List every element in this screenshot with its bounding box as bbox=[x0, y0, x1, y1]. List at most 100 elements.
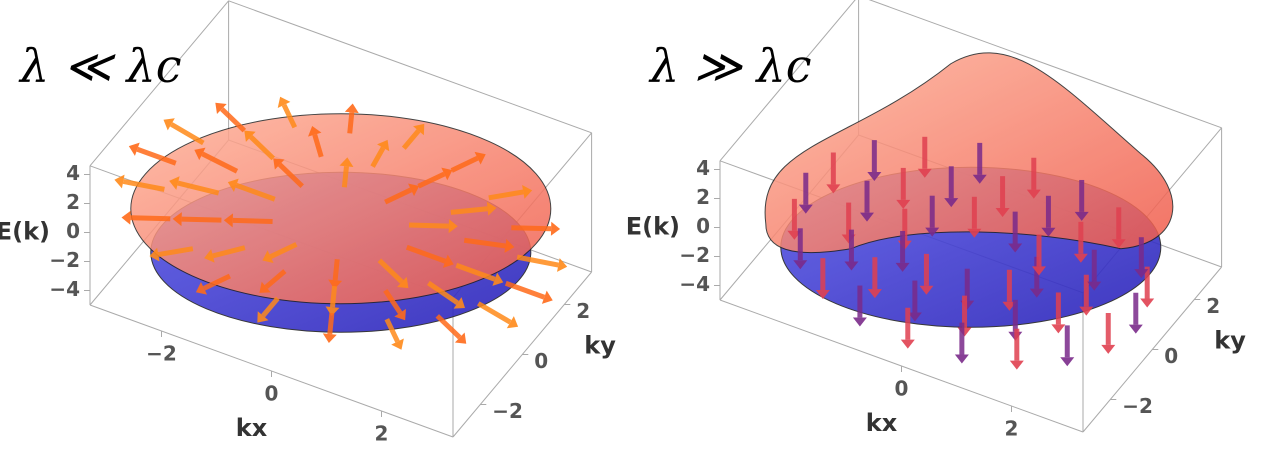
spin-arrow-head bbox=[325, 306, 340, 317]
spin-arrow bbox=[170, 122, 205, 146]
spin-arrow bbox=[347, 112, 355, 134]
spin-arrow-head bbox=[227, 178, 239, 192]
spin-arrow-head bbox=[1087, 281, 1102, 291]
z-tick-label: −4 bbox=[49, 277, 80, 301]
spin-arrow-head bbox=[900, 339, 915, 349]
y-tick-label: 2 bbox=[1206, 294, 1220, 318]
z-axis-label: E(k) bbox=[626, 213, 680, 241]
spin-arrow-head bbox=[441, 167, 453, 181]
spin-arrow bbox=[370, 146, 386, 168]
spin-arrow bbox=[327, 312, 335, 335]
spin-arrow-head bbox=[954, 354, 969, 364]
spin-arrow-head bbox=[917, 168, 932, 178]
spin-arrow bbox=[177, 180, 220, 196]
x-tick-label: 2 bbox=[1005, 417, 1019, 441]
spin-arrow-head bbox=[194, 147, 206, 161]
spin-arrow-head bbox=[1009, 360, 1024, 370]
spin-arrow-head bbox=[1128, 324, 1143, 334]
spin-arrow bbox=[455, 262, 496, 282]
y-tick-label: 0 bbox=[1164, 344, 1178, 368]
spin-arrow-head bbox=[826, 184, 841, 194]
z-tick-label: 4 bbox=[696, 156, 710, 180]
spin-arrow-head bbox=[1101, 344, 1116, 354]
spin-arrow bbox=[157, 246, 194, 258]
spin-arrow-head bbox=[895, 262, 910, 272]
spin-arrow-head bbox=[195, 282, 208, 295]
spin-arrow-head bbox=[1008, 243, 1023, 253]
spin-arrow-head bbox=[541, 290, 553, 304]
spin-arrow-head bbox=[1111, 239, 1126, 249]
z-tick-label: −2 bbox=[679, 243, 710, 267]
spin-arrow-head bbox=[391, 338, 404, 350]
z-axis-label: E(k) bbox=[0, 218, 50, 246]
spin-arrow-head bbox=[204, 249, 215, 263]
spin-arrow-head bbox=[328, 279, 343, 290]
y-tick-label: 2 bbox=[576, 299, 590, 323]
z-tick-label: 0 bbox=[66, 219, 80, 243]
spin-arrow bbox=[281, 103, 298, 129]
spin-arrow-head bbox=[1073, 253, 1088, 263]
spin-arrow bbox=[435, 314, 462, 340]
spin-arrow bbox=[201, 151, 239, 174]
spin-arrow bbox=[269, 242, 298, 259]
spin-arrow-head bbox=[259, 281, 271, 293]
spin-arrow-head bbox=[1134, 269, 1149, 279]
spin-arrow bbox=[417, 171, 446, 189]
spin-arrow-head bbox=[223, 213, 233, 228]
spin-arrow-head bbox=[169, 176, 180, 190]
spin-arrow bbox=[232, 217, 273, 224]
spin-arrow-head bbox=[907, 312, 922, 322]
spin-arrow bbox=[511, 225, 552, 232]
spin-arrow-head bbox=[454, 332, 467, 344]
x-tick-label: 0 bbox=[895, 377, 909, 401]
spin-arrow bbox=[277, 162, 304, 189]
spin-arrow-head bbox=[273, 158, 285, 170]
spin-arrow-head bbox=[967, 228, 982, 238]
spin-arrow-head bbox=[844, 261, 859, 271]
spin-arrow bbox=[383, 288, 403, 315]
spin-arrow-head bbox=[322, 333, 337, 344]
spin-arrow-head bbox=[1041, 227, 1056, 237]
z-tick-label: 0 bbox=[696, 214, 710, 238]
panel: −2 0 2 −2 0 2 −4 −2 0 2 4 kx ky E(k) λ ≪ λc bbox=[0, 0, 616, 446]
spin-arrow-head bbox=[896, 199, 911, 209]
spin-arrow-head bbox=[262, 250, 274, 264]
spin-arrow-head bbox=[972, 174, 987, 184]
spin-arrow bbox=[341, 166, 349, 188]
spin-arrow bbox=[235, 182, 276, 202]
z-tick-label: 4 bbox=[66, 161, 80, 185]
panel-title: λ ≫ λc bbox=[648, 39, 811, 93]
spin-arrow-head bbox=[215, 102, 227, 115]
spin-arrow bbox=[130, 215, 171, 222]
spin-arrow-head bbox=[522, 185, 533, 199]
spin-arrow-head bbox=[448, 219, 458, 234]
spin-arrow bbox=[504, 280, 546, 300]
spin-arrow-head bbox=[163, 118, 175, 131]
x-axis-label: kx bbox=[236, 414, 268, 442]
spin-arrow-head bbox=[1029, 288, 1044, 298]
box-edge bbox=[228, 0, 592, 134]
y-tick-label: 0 bbox=[534, 349, 548, 373]
spin-arrow-head bbox=[1032, 266, 1047, 276]
spin-arrow bbox=[220, 107, 247, 133]
upper-band-surface bbox=[764, 52, 1174, 254]
spin-arrow-head bbox=[867, 172, 882, 182]
spin-arrow bbox=[384, 318, 400, 343]
x-tick-label: 2 bbox=[375, 422, 389, 446]
spin-arrow-head bbox=[442, 254, 454, 268]
spin-arrow-head bbox=[339, 157, 354, 168]
spin-arrow-head bbox=[506, 316, 519, 329]
spin-arrow bbox=[463, 237, 506, 249]
spin-arrow-head bbox=[128, 142, 140, 156]
spin-arrow bbox=[408, 222, 449, 229]
spin-arrow bbox=[122, 179, 165, 192]
spin-arrow bbox=[476, 301, 512, 325]
spin-arrow-head bbox=[277, 96, 291, 108]
z-tick-label: −4 bbox=[679, 272, 710, 296]
spin-arrow-head bbox=[815, 290, 830, 300]
spin-arrow-head bbox=[1074, 211, 1089, 221]
y-axis-label: ky bbox=[584, 332, 616, 360]
spin-arrow-head bbox=[504, 239, 515, 253]
spin-arrow bbox=[384, 187, 413, 205]
